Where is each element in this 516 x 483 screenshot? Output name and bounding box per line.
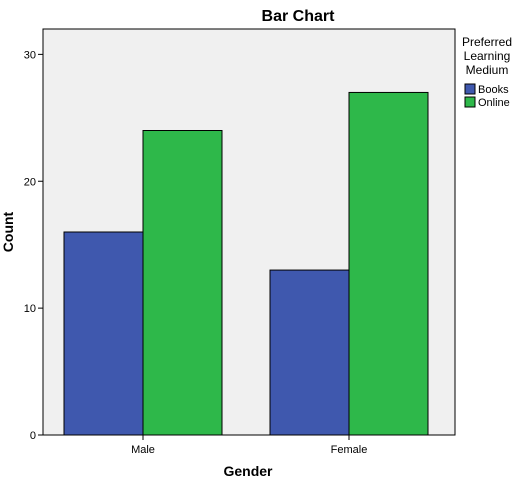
bar-books-male <box>63 231 144 436</box>
chart-title: Bar Chart <box>262 8 336 25</box>
x-tick-label: Male <box>131 444 155 456</box>
legend-swatch-books <box>464 83 476 95</box>
legend-title-line: Preferred <box>462 35 512 49</box>
y-axis-ticks: 0 10 20 30 <box>24 49 43 442</box>
bar-books-female <box>269 269 350 436</box>
x-axis-title: Gender <box>223 463 273 479</box>
legend-label-books: Books <box>478 84 509 96</box>
legend-title-line: Medium <box>466 63 509 77</box>
y-tick-label: 30 <box>24 49 36 61</box>
bars-group <box>63 91 429 436</box>
x-axis-ticks: Male Female <box>131 435 367 456</box>
bar-online-male <box>142 130 223 436</box>
y-tick-label: 20 <box>24 176 36 188</box>
y-tick-label: 10 <box>24 303 36 315</box>
y-axis-title: Count <box>0 211 16 252</box>
legend-swatch-online <box>464 96 476 108</box>
legend-title-line: Learning <box>464 49 511 63</box>
x-tick-label: Female <box>331 444 368 456</box>
legend-label-online: Online <box>478 97 510 109</box>
y-tick-label: 0 <box>30 430 36 442</box>
bar-online-female <box>348 91 429 436</box>
